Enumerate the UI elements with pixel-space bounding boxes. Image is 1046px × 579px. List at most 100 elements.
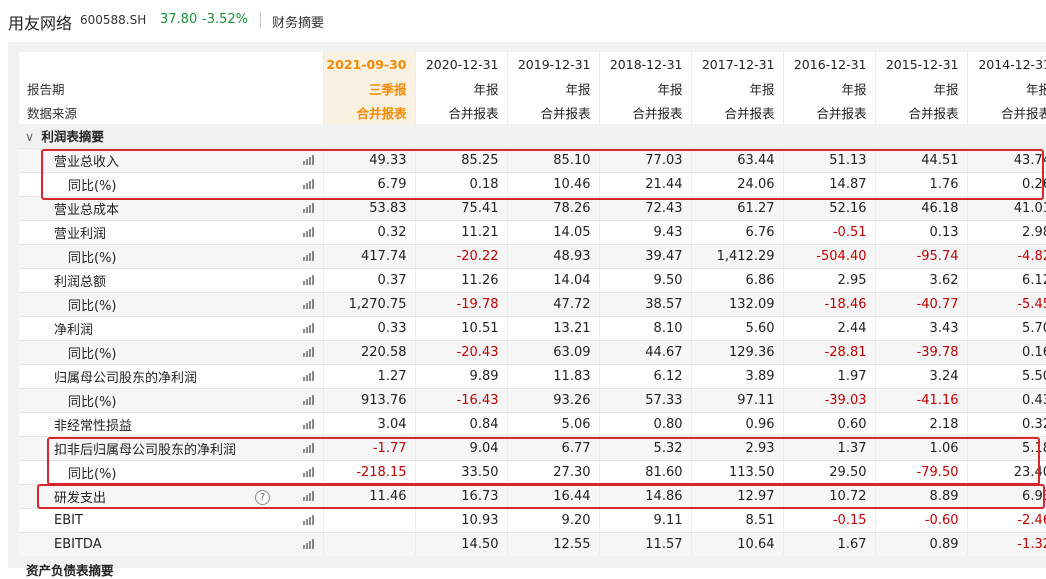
row-label: EBITDA xyxy=(19,531,303,556)
bar-chart-icon[interactable] xyxy=(303,491,315,501)
cell-value: 0.16 xyxy=(966,339,1046,364)
report-type-4: 年报 xyxy=(690,76,783,100)
row-label: 净利润 xyxy=(19,315,303,340)
period-1[interactable]: 2020-12-31 xyxy=(414,52,507,76)
cell-value: 16.73 xyxy=(414,483,507,508)
bar-chart-icon[interactable] xyxy=(303,275,315,285)
cell-value: 9.89 xyxy=(414,363,507,388)
cell-value: 85.10 xyxy=(506,147,599,172)
bar-chart-icon[interactable] xyxy=(303,395,315,405)
cell-value: 6.12 xyxy=(598,363,691,388)
table-row: 归属母公司股东的净利润 1.27 9.89 11.83 6.12 3.89 1.97 3.24… xyxy=(19,363,1046,388)
bar-chart-icon[interactable] xyxy=(303,539,315,550)
period-5[interactable]: 2016-12-31 xyxy=(782,52,875,76)
cell-value: 9.04 xyxy=(414,435,507,460)
cell-value: 24.06 xyxy=(690,171,783,196)
cell-value: 0.32 xyxy=(966,411,1046,436)
divider xyxy=(260,12,261,28)
period-3[interactable]: 2018-12-31 xyxy=(598,52,691,76)
cell-value: 10.72 xyxy=(782,483,875,508)
cell-value: 1.97 xyxy=(782,363,875,388)
bar-chart-icon[interactable] xyxy=(303,419,315,429)
period-6[interactable]: 2015-12-31 xyxy=(874,52,967,76)
bar-chart-icon[interactable] xyxy=(303,323,315,333)
cell-value: 77.03 xyxy=(598,147,691,172)
financial-summary-table: 2021-09-30 2020-12-31 2019-12-31 2018-12-31… xyxy=(19,52,1046,556)
cell-value: 6.76 xyxy=(690,219,783,244)
cell-value: 41.01 xyxy=(966,195,1046,220)
question-mark-icon[interactable]: ? xyxy=(255,490,270,505)
stock-price: 37.80 xyxy=(160,12,198,27)
cell-value: 913.76 xyxy=(322,387,415,412)
cell-value: 2.95 xyxy=(782,267,875,292)
cell-value: 10.64 xyxy=(690,531,783,556)
cell-value: 6.79 xyxy=(322,171,415,196)
bar-chart-icon[interactable] xyxy=(303,251,315,261)
table-row: 同比(%) 417.74 -20.22 48.93 39.47 1,412.29 -504.… xyxy=(19,243,1046,268)
cell-value: 0.32 xyxy=(322,219,415,244)
company-name[interactable]: 用友网络 xyxy=(8,14,73,33)
cell-value: 1.76 xyxy=(874,171,967,196)
cell-value: 33.50 xyxy=(414,459,507,484)
report-type-5: 年报 xyxy=(782,76,875,100)
cell-value: -20.22 xyxy=(414,243,507,268)
cell-value: 11.57 xyxy=(598,531,691,556)
bar-chart-icon[interactable] xyxy=(303,443,315,453)
bar-chart-icon[interactable] xyxy=(303,347,315,357)
bar-chart-icon[interactable] xyxy=(303,467,315,477)
report-type-2: 年报 xyxy=(506,76,599,100)
cell-value: 132.09 xyxy=(690,291,783,316)
cell-value: -5.45 xyxy=(966,291,1046,316)
cell-value: 63.44 xyxy=(690,147,783,172)
table-row: EBIT 10.939.209.118.51-0.15-0.60-2.46 xyxy=(19,507,1046,532)
period-4[interactable]: 2017-12-31 xyxy=(690,52,783,76)
cell-value: 61.27 xyxy=(690,195,783,220)
cell-value: 5.70 xyxy=(966,315,1046,340)
cell-value xyxy=(322,531,415,556)
cell-value: 53.83 xyxy=(322,195,415,220)
top-bar: 用友网络 600588.SH 37.80 -3.52% 财务摘要 xyxy=(0,0,1046,40)
cell-value: 6.93 xyxy=(966,483,1046,508)
cell-value: -16.43 xyxy=(414,387,507,412)
bar-chart-icon[interactable] xyxy=(303,515,315,525)
cell-value: 14.04 xyxy=(506,267,599,292)
bar-chart-icon[interactable] xyxy=(303,371,315,381)
cell-value: 47.72 xyxy=(506,291,599,316)
bar-chart-icon[interactable] xyxy=(303,155,315,165)
cell-value: -18.46 xyxy=(782,291,875,316)
data-source-label: 数据来源 xyxy=(19,100,303,124)
cell-value: 5.60 xyxy=(690,315,783,340)
table-row: 营业总成本 53.83 75.41 78.26 72.43 61.27 52.16 46.18… xyxy=(19,195,1046,220)
cell-value: 113.50 xyxy=(690,459,783,484)
cell-value: 27.30 xyxy=(506,459,599,484)
data-source-6: 合并报表 xyxy=(874,100,967,124)
cell-value: 0.43 xyxy=(966,387,1046,412)
bar-chart-icon[interactable] xyxy=(303,179,315,189)
bar-chart-icon[interactable] xyxy=(303,203,315,213)
cell-value: 12.97 xyxy=(690,483,783,508)
bar-chart-icon[interactable] xyxy=(303,299,315,309)
cell-value: 38.57 xyxy=(598,291,691,316)
cell-value xyxy=(322,507,415,532)
cell-value: 6.86 xyxy=(690,267,783,292)
table-row: 非经常性损益 3.040.845.060.800.960.602.180.32 xyxy=(19,411,1046,436)
cell-value: 97.11 xyxy=(690,387,783,412)
price-change: -3.52% xyxy=(202,12,248,27)
cell-value: 3.43 xyxy=(874,315,967,340)
period-0[interactable]: 2021-09-30 xyxy=(322,52,415,76)
cell-value: 43.74 xyxy=(966,147,1046,172)
cell-value: 39.47 xyxy=(598,243,691,268)
period-7[interactable]: 2014-12-31 xyxy=(966,52,1046,76)
row-label: 归属母公司股东的净利润 xyxy=(19,363,303,388)
cell-value: 14.05 xyxy=(506,219,599,244)
income-statement-section[interactable]: ∨ 利润表摘要 xyxy=(19,124,1046,148)
data-source-row: 数据来源 合并报表 合并报表 合并报表 合并报表 合并报表 合并报表 合并报表 合并报表 xyxy=(19,100,1046,124)
table-row: 同比(%) 913.76 -16.43 93.26 57.33 97.11 -39.03 -4… xyxy=(19,387,1046,412)
row-label: 同比(%) xyxy=(19,387,303,412)
bar-chart-icon[interactable] xyxy=(303,227,315,237)
period-2[interactable]: 2019-12-31 xyxy=(506,52,599,76)
cell-value: -19.78 xyxy=(414,291,507,316)
caret-down-icon: ∨ xyxy=(25,129,35,145)
row-label: 同比(%) xyxy=(19,459,303,484)
